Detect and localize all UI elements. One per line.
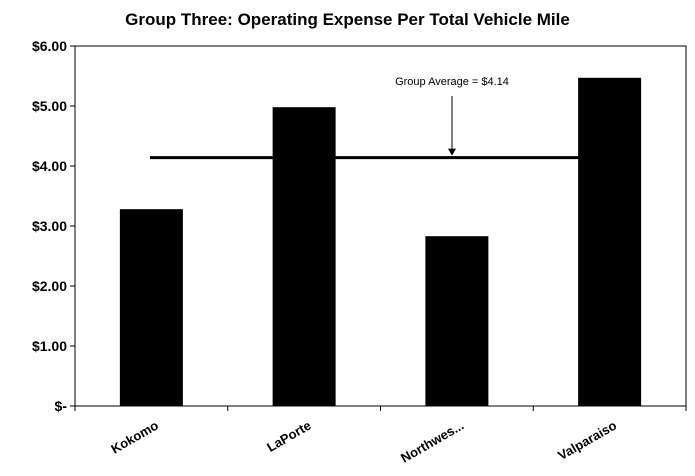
y-tick-label: $- bbox=[55, 398, 68, 414]
x-category-label: Kokomo bbox=[108, 418, 161, 457]
bar bbox=[272, 107, 336, 406]
x-category-label: Northwes... bbox=[398, 418, 466, 466]
bar bbox=[119, 209, 183, 406]
x-category-label: Valparaiso bbox=[555, 418, 619, 464]
y-tick-label: $2.00 bbox=[32, 278, 67, 294]
y-tick-label: $6.00 bbox=[32, 38, 67, 54]
bar bbox=[425, 236, 489, 406]
annotation-arrowhead bbox=[448, 148, 456, 156]
chart-title: Group Three: Operating Expense Per Total… bbox=[125, 10, 570, 29]
group-average-label: Group Average = $4.14 bbox=[395, 76, 509, 88]
bar bbox=[578, 77, 642, 407]
y-tick-label: $1.00 bbox=[32, 338, 67, 354]
y-tick-label: $3.00 bbox=[32, 218, 67, 234]
x-category-label: LaPorte bbox=[264, 418, 313, 455]
y-tick-label: $4.00 bbox=[32, 158, 67, 174]
y-tick-label: $5.00 bbox=[32, 98, 67, 114]
